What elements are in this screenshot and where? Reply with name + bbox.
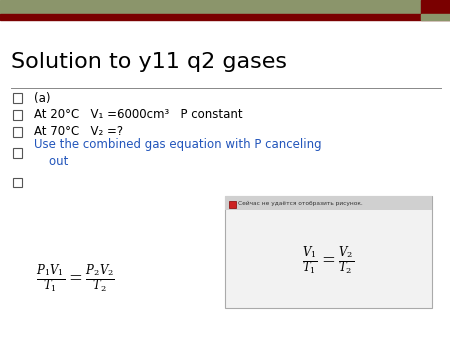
Text: Сейчас не удаётся отобразить рисунок.: Сейчас не удаётся отобразить рисунок. bbox=[238, 200, 363, 206]
Text: $\frac{V_1}{T_1} = \frac{V_2}{T_2}$: $\frac{V_1}{T_1} = \frac{V_2}{T_2}$ bbox=[302, 244, 355, 277]
Bar bbox=[13, 110, 22, 120]
Bar bbox=[13, 127, 22, 137]
Text: At 70°C   V₂ =?: At 70°C V₂ =? bbox=[34, 125, 123, 138]
Text: $\frac{P_1V_1}{T_1} = \frac{P_2V_2}{T_2}$: $\frac{P_1V_1}{T_1} = \frac{P_2V_2}{T_2}… bbox=[36, 262, 115, 295]
Text: Use the combined gas equation with P canceling
    out: Use the combined gas equation with P can… bbox=[34, 138, 321, 168]
Bar bbox=[13, 148, 22, 158]
Bar bbox=[225, 196, 432, 308]
Bar bbox=[225, 196, 432, 210]
Bar bbox=[421, 0, 450, 14]
Bar bbox=[0, 0, 421, 14]
Text: At 20°C   V₁ =6000cm³   P constant: At 20°C V₁ =6000cm³ P constant bbox=[34, 108, 243, 121]
Bar bbox=[13, 178, 22, 187]
Bar bbox=[229, 201, 236, 208]
Text: Solution to y11 q2 gases: Solution to y11 q2 gases bbox=[11, 52, 287, 72]
Bar bbox=[0, 14, 450, 20]
Bar bbox=[13, 93, 22, 103]
Bar bbox=[421, 14, 450, 20]
Text: (a): (a) bbox=[34, 92, 50, 104]
